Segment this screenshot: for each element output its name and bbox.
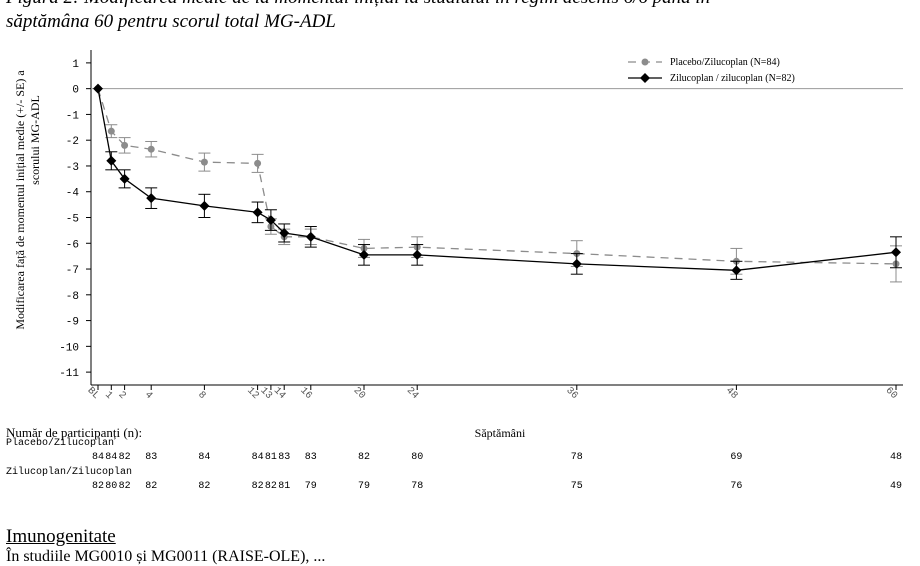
participants-group-label: Zilucoplan/Zilucoplan: [6, 467, 133, 478]
series-line: [97, 88, 897, 271]
x-tick-label: 14: [271, 386, 287, 402]
data-point: [147, 145, 155, 153]
series-line: [97, 88, 897, 265]
participants-group-label: Placebo/Zilucoplan: [6, 438, 115, 449]
data-point: [93, 83, 103, 94]
participants-count: 80: [411, 452, 424, 463]
participants-count: 75: [570, 481, 583, 492]
x-tick-label: BL: [85, 386, 101, 402]
participants-count: 81: [278, 481, 291, 492]
x-tick-label: 48: [723, 386, 739, 402]
figure-caption: Figura 2: Modificarea medie de la moment…: [6, 0, 710, 34]
y-tick-label: -7: [66, 265, 79, 277]
x-tick-label: 1: [102, 390, 114, 402]
x-tick-label: 60: [883, 386, 899, 402]
legend-marker: [641, 58, 649, 66]
participants-count: 76: [730, 481, 743, 492]
y-tick-label: -3: [66, 162, 79, 174]
legend-label: Placebo/Zilucoplan (N=84): [670, 57, 780, 68]
data-point: [359, 249, 369, 260]
y-tick-label: -10: [59, 342, 79, 354]
data-point: [119, 173, 130, 184]
data-point: [279, 227, 290, 238]
data-point: [252, 207, 263, 218]
participants-count: 82: [251, 481, 264, 492]
data-point: [200, 158, 208, 166]
participants-count: 48: [890, 452, 903, 463]
y-tick-label: -9: [66, 317, 79, 329]
data-point: [106, 155, 117, 166]
y-tick-label: -5: [66, 214, 79, 226]
participants-count: 79: [358, 481, 371, 492]
participants-count: 49: [890, 481, 903, 492]
participants-count: 82: [118, 452, 131, 463]
y-tick-label: -2: [66, 136, 79, 148]
data-point: [121, 141, 129, 149]
participants-label: Număr de participanți (n):: [6, 425, 143, 440]
participants-count: 80: [105, 481, 118, 492]
participants-count: 82: [198, 481, 211, 492]
participants-count: 81: [264, 452, 277, 463]
x-tick-label: 24: [404, 386, 420, 402]
participants-count: 69: [730, 452, 743, 463]
participants-count: 84: [92, 452, 105, 463]
participants-count: 83: [145, 452, 158, 463]
data-point: [305, 231, 316, 242]
participants-count: 83: [278, 452, 291, 463]
data-point: [146, 193, 157, 204]
caption-line-1: Figura 2: Modificarea medie de la moment…: [6, 0, 710, 10]
data-point: [107, 127, 115, 135]
y-axis-label: Modificarea față de momentul inițial med…: [13, 70, 27, 330]
section-text: În studiile MG0010 și MG0011 (RAISE-OLE)…: [6, 548, 326, 565]
y-axis-label: scorului MG-ADL: [28, 95, 42, 185]
data-point: [571, 258, 582, 269]
y-tick-label: -4: [66, 188, 80, 200]
legend-label: Zilucoplan / zilucoplan (N=82): [670, 73, 795, 84]
data-point: [731, 265, 742, 276]
y-tick-label: -11: [59, 368, 79, 380]
participants-count: 84: [198, 452, 211, 463]
participants-count: 84: [251, 452, 264, 463]
participants-count: 82: [92, 481, 105, 492]
legend-marker: [640, 73, 650, 83]
data-point: [265, 215, 276, 226]
data-point: [254, 159, 262, 167]
participants-count: 79: [304, 481, 317, 492]
participants-count: 82: [118, 481, 131, 492]
y-tick-label: -6: [66, 239, 79, 251]
y-tick-label: -1: [66, 110, 80, 122]
data-point: [199, 200, 210, 211]
caption-line-2: săptămâna 60 pentru scorul total MG-ADL: [6, 11, 336, 32]
x-tick-label: 20: [351, 386, 367, 402]
x-tick-label: 2: [116, 390, 128, 402]
y-tick-label: 1: [72, 59, 79, 71]
y-tick-label: -8: [66, 291, 79, 303]
participants-count: 84: [105, 452, 118, 463]
x-tick-label: 16: [297, 386, 313, 402]
data-point: [412, 249, 423, 260]
section-heading: Imunogenitate: [6, 526, 116, 547]
participants-count: 82: [264, 481, 277, 492]
x-tick-label: 36: [563, 386, 579, 402]
x-axis-label: Săptămâni: [475, 426, 526, 440]
participants-count: 78: [411, 481, 424, 492]
x-tick-label: 8: [195, 390, 207, 402]
data-point: [891, 247, 901, 258]
participants-count: 78: [570, 452, 583, 463]
y-tick-label: 0: [72, 85, 79, 97]
participants-count: 83: [304, 452, 317, 463]
x-tick-label: 4: [142, 390, 154, 402]
participants-count: 82: [145, 481, 158, 492]
participants-count: 82: [358, 452, 371, 463]
